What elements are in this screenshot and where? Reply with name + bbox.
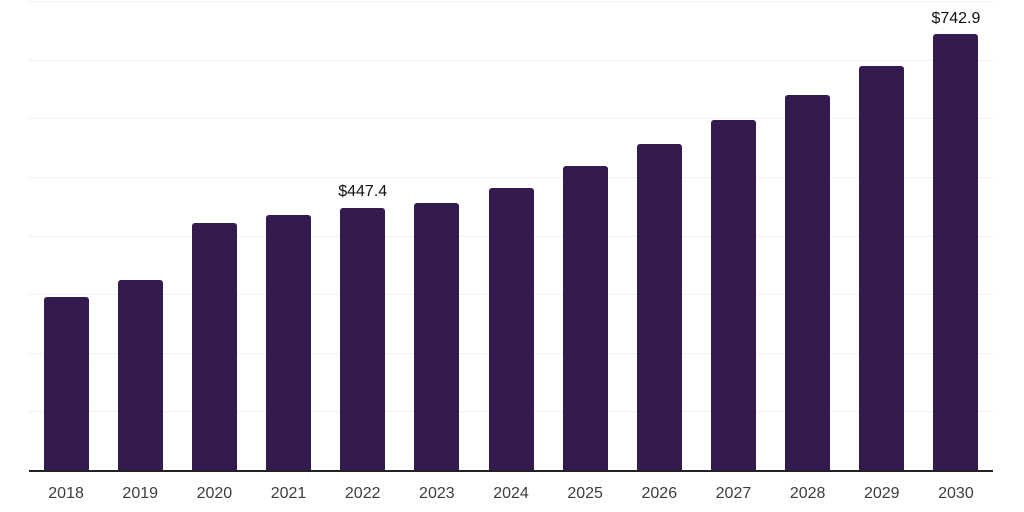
bar-2019 <box>117 279 163 470</box>
bar-2020 <box>191 223 237 470</box>
x-axis-label-2025: 2025 <box>567 485 603 502</box>
x-axis-label-2024: 2024 <box>493 485 529 502</box>
bar-2030 <box>933 34 979 470</box>
bar-2026 <box>636 143 682 470</box>
bar-2022 <box>340 207 386 470</box>
bar-2021 <box>266 214 312 470</box>
x-axis-label-2027: 2027 <box>715 485 752 502</box>
x-axis-label-2021: 2021 <box>270 485 307 502</box>
bar-2024 <box>488 188 534 470</box>
gridline-700 <box>29 59 993 61</box>
bar-2028 <box>785 94 831 470</box>
x-axis-line <box>29 469 993 472</box>
x-axis-label-2028: 2028 <box>789 485 826 502</box>
bar-2027 <box>710 119 756 470</box>
bar-2025 <box>562 166 608 470</box>
bar-2023 <box>414 203 460 470</box>
x-axis-label-2023: 2023 <box>419 485 455 502</box>
gridline-500 <box>29 176 993 178</box>
x-axis-label-2020: 2020 <box>196 485 233 502</box>
x-axis-label-2030: 2030 <box>938 485 974 502</box>
gridline-600 <box>29 118 993 120</box>
value-label-2030: $742.9 <box>931 10 981 28</box>
x-axis-label-2022: 2022 <box>344 485 381 502</box>
x-axis-label-2026: 2026 <box>641 485 678 502</box>
x-axis-label-2019: 2019 <box>122 485 159 502</box>
value-label-2022: $447.4 <box>338 183 388 201</box>
bar-2029 <box>859 65 905 470</box>
gridline-800 <box>29 0 993 2</box>
x-axis-label-2018: 2018 <box>48 485 84 502</box>
x-axis-label-2029: 2029 <box>863 485 900 502</box>
bar-2018 <box>43 296 89 470</box>
